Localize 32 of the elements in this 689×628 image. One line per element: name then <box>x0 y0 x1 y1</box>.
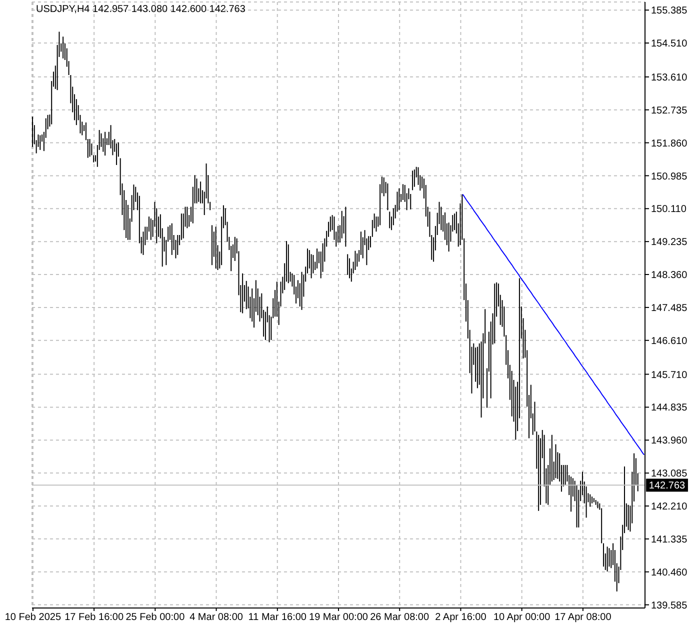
x-tick-label: 17 Apr 08:00 <box>554 612 612 624</box>
y-tick-label: 147.485 <box>651 302 688 314</box>
x-tick-label: 10 Feb 2025 <box>4 612 62 624</box>
x-tick-label: 25 Feb 00:00 <box>126 612 186 624</box>
x-tick-label: 26 Mar 08:00 <box>370 612 430 624</box>
y-tick-label: 149.235 <box>651 237 688 248</box>
y-tick-label: 152.735 <box>651 105 688 116</box>
y-tick-label: 142.210 <box>651 502 688 513</box>
y-tick-label: 148.360 <box>651 270 688 282</box>
y-tick-label: 150.110 <box>651 204 687 216</box>
y-tick-label: 144.835 <box>651 402 688 414</box>
y-tick-label: 145.710 <box>651 370 688 381</box>
x-tick-label: 2 Apr 16:00 <box>435 612 487 624</box>
y-tick-label: 153.610 <box>651 72 688 84</box>
chart-title: USDJPY,H4 142.957 143.080 142.600 142.763 <box>36 4 246 16</box>
x-tick-label: 10 Apr 00:00 <box>493 612 551 624</box>
y-tick-label: 140.460 <box>651 567 688 578</box>
y-tick-label: 141.335 <box>651 534 688 546</box>
y-tick-label: 150.985 <box>651 171 688 182</box>
line-series <box>462 194 645 456</box>
y-tick-label: 143.085 <box>651 468 688 480</box>
x-tick-label: 17 Feb 16:00 <box>64 612 124 624</box>
y-tick-label: 155.385 <box>651 6 688 17</box>
y-tick-label: 143.960 <box>651 436 688 447</box>
x-tick-label: 11 Mar 16:00 <box>248 612 307 624</box>
y-tick-label: 151.860 <box>651 138 688 150</box>
y-tick-label: 146.610 <box>651 336 688 347</box>
y-tick-label: 139.585 <box>651 600 688 612</box>
ref-line-label: 142.763 <box>648 480 686 492</box>
x-tick-label: 19 Mar 00:00 <box>309 612 368 624</box>
y-tick-label: 154.510 <box>651 38 688 50</box>
x-tick-label: 4 Mar 08:00 <box>190 612 244 624</box>
